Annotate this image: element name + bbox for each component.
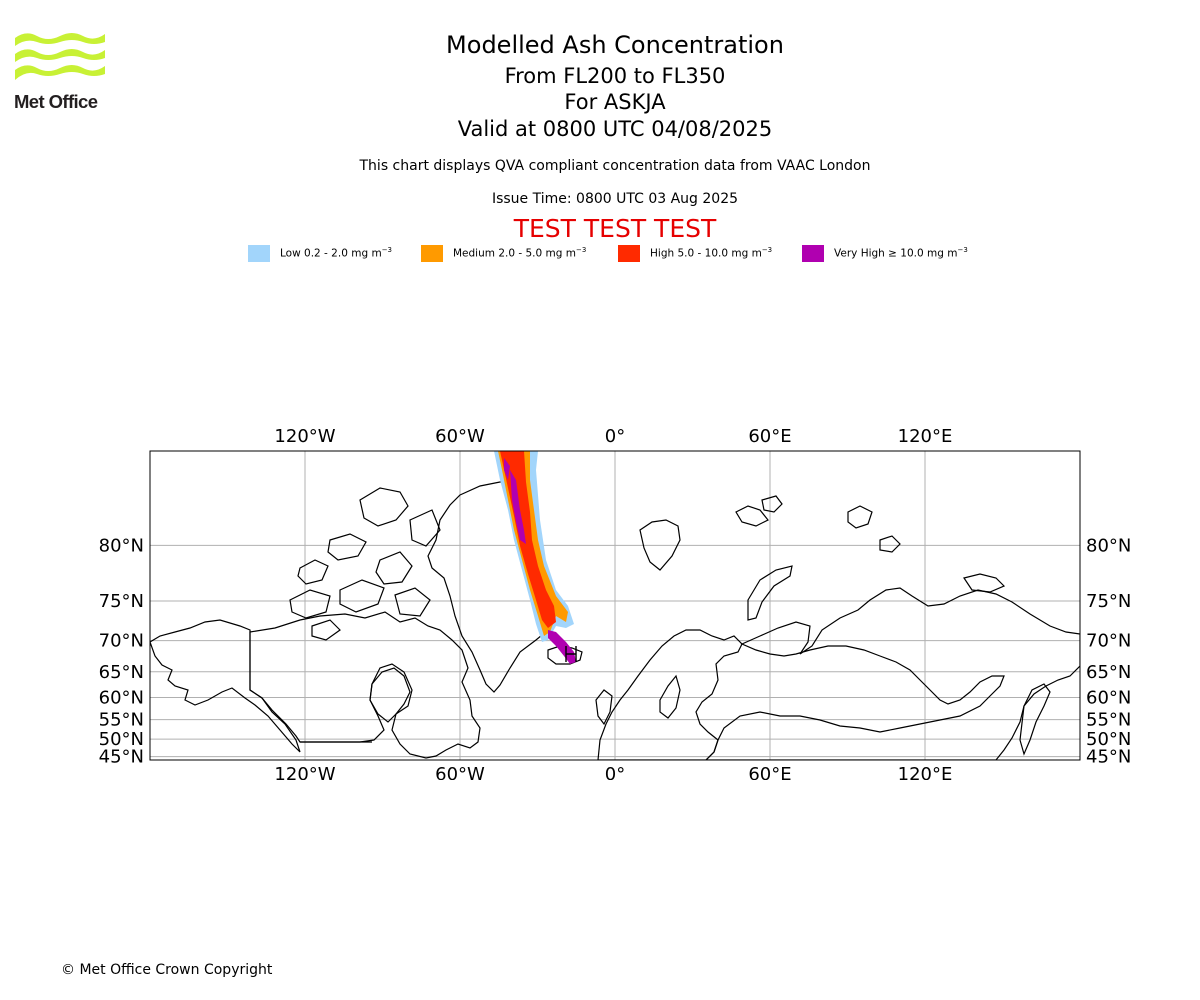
legend-label-medium: Medium 2.0 - 5.0 mg m−3 — [453, 246, 587, 260]
longitude-label-top: 60°W — [435, 426, 485, 447]
latitude-label-right: 60°N — [1086, 687, 1131, 708]
latitude-label-right: 55°N — [1086, 710, 1131, 731]
copyright-notice: © Met Office Crown Copyright — [61, 962, 273, 978]
legend-label-high: High 5.0 - 10.0 mg m−3 — [650, 246, 773, 260]
latitude-label-right: 75°N — [1086, 591, 1131, 612]
longitude-label-top: 120°E — [898, 426, 953, 447]
latitude-label-left: 50°N — [99, 729, 144, 750]
arctic-island — [735, 505, 769, 527]
map-gridlines — [150, 451, 1080, 760]
british-isles — [595, 689, 613, 726]
alaska-coastline — [150, 619, 301, 753]
volcano-marker-icon — [565, 646, 577, 662]
arctic-island — [375, 551, 413, 585]
axis-labels: 120°W 120°W 60°W 60°W 0° 0° 60°E 60°E 120°E 120°E… — [99, 426, 1132, 780]
valid-time: Valid at 0800 UTC 04/08/2025 — [457, 117, 773, 141]
latitude-label-right: 45°N — [1086, 747, 1131, 768]
ash-plume-high-patch — [504, 458, 510, 480]
longitude-label-top: 60°E — [748, 426, 791, 447]
latitude-label-left: 80°N — [99, 535, 144, 556]
legend-swatch-low — [248, 245, 270, 262]
met-office-logo: Met Office — [14, 30, 106, 112]
longitude-label-bottom: 0° — [605, 764, 625, 780]
legend-swatch-medium — [421, 245, 443, 262]
arctic-island — [297, 559, 329, 585]
wave-logo-icon — [15, 33, 105, 80]
arctic-island — [847, 505, 873, 529]
latitude-label-right: 65°N — [1086, 662, 1131, 683]
longitude-label-top: 120°W — [274, 426, 335, 447]
arctic-island — [359, 487, 409, 527]
arctic-island — [963, 573, 1006, 593]
novaya-zemlya — [747, 565, 793, 621]
latitude-label-left: 65°N — [99, 662, 144, 683]
longitude-label-top: 0° — [605, 426, 625, 447]
legend-swatch-very-high — [802, 245, 824, 262]
baltic-sea — [659, 674, 681, 719]
arctic-island — [311, 619, 341, 641]
test-banner: TEST TEST TEST — [513, 214, 717, 243]
longitude-label-bottom: 60°E — [748, 764, 791, 780]
latitude-label-right: 80°N — [1086, 535, 1131, 556]
map-frame — [149, 450, 1081, 761]
longitude-label-bottom: 120°W — [274, 764, 335, 780]
ash-plume-very-high — [548, 630, 576, 664]
arctic-island — [394, 587, 431, 617]
longitude-label-bottom: 60°W — [435, 764, 485, 780]
latitude-label-left: 45°N — [99, 747, 144, 768]
svalbard-coastline — [639, 519, 681, 571]
issue-time: Issue Time: 0800 UTC 03 Aug 2025 — [491, 191, 739, 207]
legend-label-low: Low 0.2 - 2.0 mg m−3 — [280, 246, 393, 260]
volcano-name: For ASKJA — [564, 90, 666, 114]
legend-swatch-high — [618, 245, 640, 262]
latitude-label-right: 70°N — [1086, 631, 1131, 652]
europe-coastline — [597, 629, 743, 760]
logo-text: Met Office — [14, 91, 98, 112]
arctic-island — [327, 533, 367, 561]
hudson-bay — [369, 667, 411, 723]
ash-plume — [494, 451, 576, 664]
latitude-label-right: 50°N — [1086, 729, 1131, 750]
latitude-label-left: 55°N — [99, 710, 144, 731]
kamchatka — [1019, 683, 1051, 756]
legend-label-very-high: Very High ≥ 10.0 mg m−3 — [834, 246, 968, 260]
russia-coastline — [705, 587, 1080, 760]
ash-concentration-map: 120°W 120°W 60°W 60°W 0° 0° 60°E 60°E 120°E 120°E… — [99, 426, 1132, 780]
ash-plume-very-high — [510, 470, 526, 544]
arctic-island — [761, 495, 783, 513]
chart-subtitle: This chart displays QVA compliant concen… — [359, 158, 871, 174]
arctic-island — [339, 579, 385, 613]
arctic-island — [879, 535, 901, 553]
latitude-label-left: 70°N — [99, 631, 144, 652]
latitude-label-left: 60°N — [99, 687, 144, 708]
arctic-island — [289, 589, 331, 619]
longitude-label-bottom: 120°E — [898, 764, 953, 780]
latitude-label-left: 75°N — [99, 591, 144, 612]
flight-level-range: From FL200 to FL350 — [504, 64, 726, 88]
arctic-island — [409, 509, 441, 547]
chart-title: Modelled Ash Concentration — [446, 31, 784, 59]
